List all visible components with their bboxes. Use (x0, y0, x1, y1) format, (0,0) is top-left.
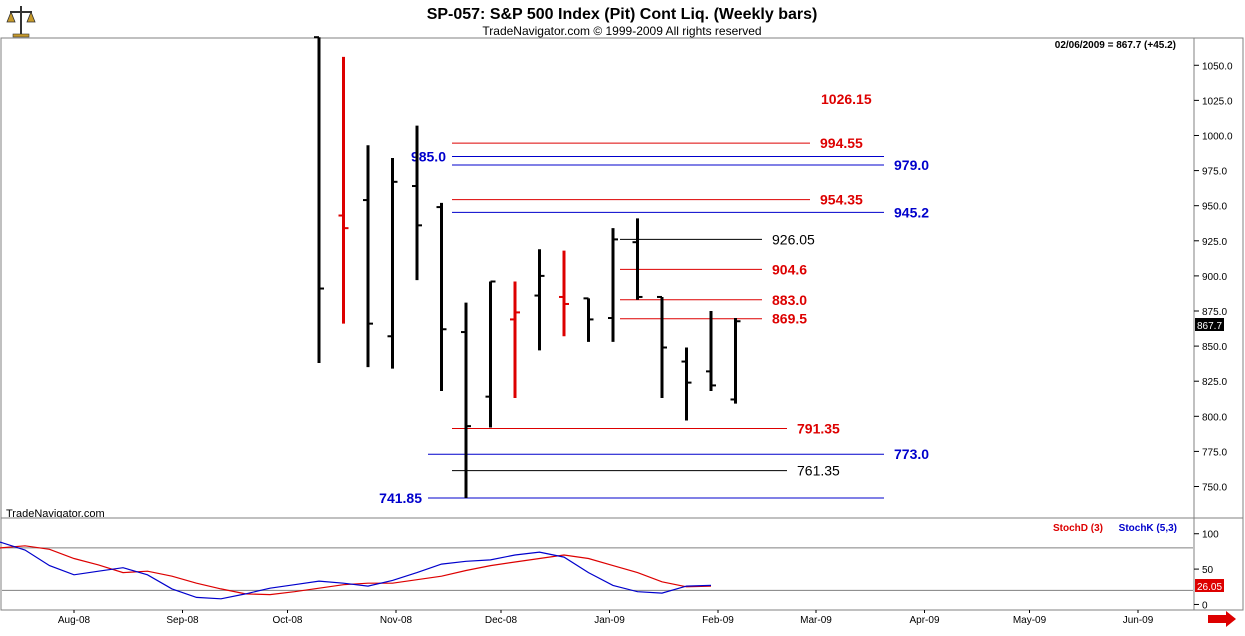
legend-stoch-k: StochK (5,3) (1119, 523, 1177, 534)
price-tick-label: 750.0 (1202, 483, 1227, 494)
level-label: 904.6 (772, 261, 807, 277)
stochastic-panel (0, 517, 1195, 611)
stoch-tick-label: 100 (1202, 530, 1219, 541)
ohlc-bar (608, 228, 618, 342)
x-axis-labels: Aug-08 Sep-08 Oct-08 Nov-08 Dec-08 Jan-09 Feb-… (58, 610, 1154, 626)
level-label: 979.0 (894, 157, 929, 173)
level-label: 985.0 (411, 149, 446, 165)
ohlc-bar (314, 36, 324, 363)
stochastic-axis (1193, 517, 1244, 611)
ohlc-bar (412, 125, 422, 281)
x-tick-label: Oct-08 (272, 615, 302, 626)
price-tick-label: 975.0 (1202, 167, 1227, 178)
ohlc-bar (461, 302, 471, 498)
stoch-series-line (0, 541, 712, 600)
price-tick-label: 900.0 (1202, 272, 1227, 283)
price-axis (1193, 37, 1244, 519)
x-tick-label: Apr-09 (909, 615, 939, 626)
ohlc-bar (338, 56, 349, 324)
watermark: TradeNavigator.com (6, 508, 105, 520)
legend-stoch-d: StochD (3) (1053, 523, 1103, 534)
ohlc-bar (485, 280, 496, 428)
price-tick-label: 825.0 (1202, 377, 1227, 388)
current-price-label: 867.7 (1197, 321, 1222, 332)
stoch-tick-label: 50 (1202, 565, 1214, 576)
ohlc-bar (510, 281, 520, 399)
price-tick-label: 875.0 (1202, 307, 1227, 318)
x-tick-label: Jun-09 (1123, 615, 1154, 626)
chart-title: SP-057: S&P 500 Index (Pit) Cont Liq. (W… (427, 6, 818, 23)
current-stoch-tag: 26.05 (1195, 579, 1224, 593)
ohlc-bar (559, 250, 569, 337)
x-tick-label: Feb-09 (702, 615, 734, 626)
copyright-text: TradeNavigator.com © 1999-2009 All right… (482, 24, 761, 38)
current-price-tag: 867.7 (1195, 318, 1224, 332)
price-tick-label: 950.0 (1202, 202, 1227, 213)
ohlc-bar (657, 295, 667, 399)
ohlc-bar (363, 145, 373, 368)
ohlc-bars (314, 36, 741, 498)
level-label: 954.35 (820, 192, 863, 208)
level-label: 926.05 (772, 231, 815, 247)
scroll-right-arrow-icon[interactable] (1208, 611, 1236, 627)
stoch-tick-label: 0 (1202, 600, 1208, 611)
scales-icon (6, 6, 36, 38)
level-label: 869.5 (772, 311, 807, 327)
level-label: 761.35 (797, 463, 840, 479)
ohlc-bar (730, 318, 741, 404)
current-stoch-label: 26.05 (1197, 582, 1222, 593)
price-tick-label: 800.0 (1202, 412, 1227, 423)
x-tick-label: Aug-08 (58, 615, 91, 626)
price-levels: 1026.15 994.55 985.0 979.0 954.35 945.2 926.05… (379, 91, 929, 506)
x-tick-label: Jan-09 (594, 615, 625, 626)
ohlc-bar (632, 218, 643, 300)
ohlc-bar (681, 347, 692, 421)
level-label: 741.85 (379, 490, 422, 506)
level-label: 945.2 (894, 204, 929, 220)
logo[interactable] (6, 6, 36, 38)
ohlc-bar (583, 297, 594, 342)
x-tick-label: Dec-08 (485, 615, 518, 626)
x-tick-label: Nov-08 (380, 615, 413, 626)
x-tick-label: Mar-09 (800, 615, 832, 626)
last-quote: 02/06/2009 = 867.7 (+45.2) (1055, 40, 1176, 51)
price-tick-label: 1025.0 (1202, 96, 1233, 107)
price-tick-label: 925.0 (1202, 237, 1227, 248)
level-label: 883.0 (772, 292, 807, 308)
stoch-series-line (0, 545, 712, 596)
price-tick-label: 775.0 (1202, 447, 1227, 458)
ohlc-bar (387, 157, 398, 369)
level-label: 791.35 (797, 420, 840, 436)
stochastic-y-axis-ticks: 100 50 0 (2, 530, 1219, 611)
price-tick-label: 1000.0 (1202, 131, 1233, 142)
level-label: 994.55 (820, 135, 863, 151)
ohlc-bar (706, 310, 716, 392)
price-tick-label: 1050.0 (1202, 61, 1233, 72)
level-label: 1026.15 (821, 91, 872, 107)
stochastic-lines (0, 541, 712, 600)
level-label: 773.0 (894, 446, 929, 462)
ohlc-bar (534, 249, 545, 351)
ohlc-bar (436, 202, 447, 392)
price-y-axis-ticks: 1050.0 1025.0 1000.0 975.0 950.0 925.0 900.0 87… (1194, 61, 1233, 494)
x-tick-label: May-09 (1013, 615, 1047, 626)
price-panel (0, 37, 1195, 519)
price-tick-label: 850.0 (1202, 342, 1227, 353)
x-tick-label: Sep-08 (166, 615, 199, 626)
